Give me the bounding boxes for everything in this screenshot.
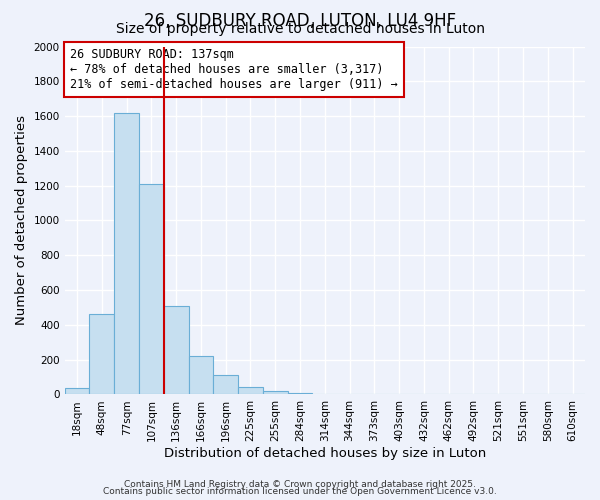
Bar (263, 392, 287, 394)
Bar (164, 306, 188, 394)
Bar (65, 388, 89, 394)
Y-axis label: Number of detached properties: Number of detached properties (15, 116, 28, 326)
Bar (139, 184, 164, 394)
Text: 26 SUDBURY ROAD: 137sqm
← 78% of detached houses are smaller (3,317)
21% of semi: 26 SUDBURY ROAD: 137sqm ← 78% of detache… (70, 48, 398, 91)
Bar (188, 356, 214, 395)
Bar (287, 392, 313, 394)
Bar (238, 386, 263, 394)
X-axis label: Distribution of detached houses by size in Luton: Distribution of detached houses by size … (164, 447, 486, 460)
Text: 26, SUDBURY ROAD, LUTON, LU4 9HF: 26, SUDBURY ROAD, LUTON, LU4 9HF (144, 12, 456, 30)
Text: Contains HM Land Registry data © Crown copyright and database right 2025.: Contains HM Land Registry data © Crown c… (124, 480, 476, 489)
Text: Contains public sector information licensed under the Open Government Licence v3: Contains public sector information licen… (103, 487, 497, 496)
Text: Size of property relative to detached houses in Luton: Size of property relative to detached ho… (115, 22, 485, 36)
Bar (214, 376, 238, 394)
Bar (89, 314, 114, 394)
Bar (114, 112, 139, 394)
